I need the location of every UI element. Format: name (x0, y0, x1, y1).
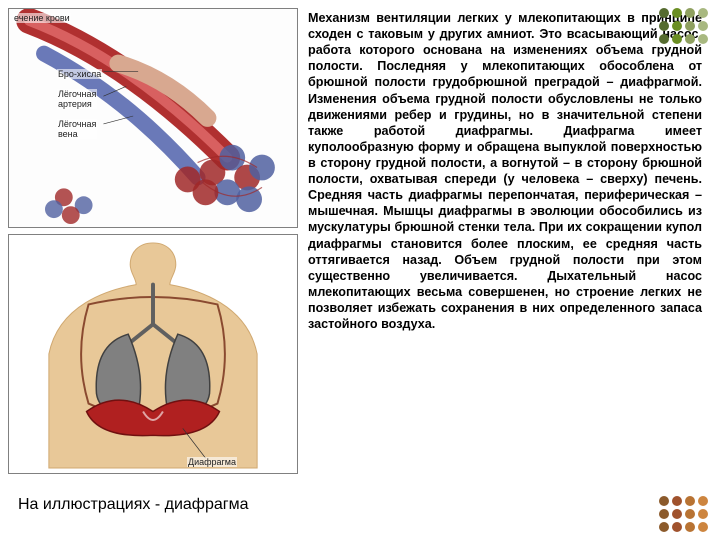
decor-dot (672, 8, 682, 18)
decor-dot (698, 34, 708, 44)
body-text: Механизм вентиляции легких у млекопитающ… (308, 10, 702, 332)
label-blood-flow: ечение крови (13, 13, 71, 23)
decor-dot (659, 522, 669, 532)
decor-dot (698, 509, 708, 519)
decor-dot (672, 522, 682, 532)
decor-dot (685, 8, 695, 18)
caption: На иллюстрациях - диафрагма (18, 496, 702, 514)
corner-dots-top (659, 8, 708, 44)
decor-dot (685, 34, 695, 44)
decor-dot (672, 34, 682, 44)
decor-dot (659, 496, 669, 506)
label-artery: Лёгочная артерия (57, 89, 97, 109)
illustration-diaphragm: Диафрагма (8, 234, 298, 474)
decor-dot (672, 496, 682, 506)
label-diaphragm: Диафрагма (187, 457, 237, 467)
decor-dot (685, 21, 695, 31)
label-bronchiole: Бро-хисла (57, 69, 102, 79)
decor-dot (685, 522, 695, 532)
decor-dot (672, 21, 682, 31)
corner-dots-bottom (659, 496, 708, 532)
decor-dot (672, 509, 682, 519)
decor-dot (659, 509, 669, 519)
label-vein: Лёгочная вена (57, 119, 97, 139)
decor-dot (698, 522, 708, 532)
decor-dot (685, 496, 695, 506)
decor-dot (698, 8, 708, 18)
decor-dot (685, 509, 695, 519)
decor-dot (659, 8, 669, 18)
decor-dot (698, 496, 708, 506)
decor-dot (659, 21, 669, 31)
decor-dot (659, 34, 669, 44)
illustration-alveoli: ечение крови Бро-хисла Лёгочная артерия … (8, 8, 298, 228)
decor-dot (698, 21, 708, 31)
